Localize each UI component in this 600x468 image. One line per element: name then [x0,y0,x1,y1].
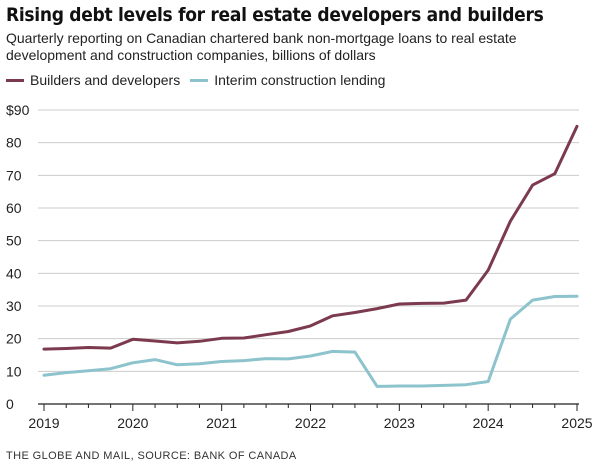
y-tick-label: 30 [6,298,22,314]
x-tick-label: 2024 [473,415,504,431]
x-tick-label: 2020 [117,415,148,431]
x-tick-label: 2021 [206,415,237,431]
y-tick-label: 60 [6,200,22,216]
y-tick-label: 40 [6,265,22,281]
source-credit: THE GLOBE AND MAIL, SOURCE: BANK OF CANA… [6,450,297,462]
y-tick-label: 50 [6,233,22,249]
y-tick-label: 80 [6,135,22,151]
x-tick-label: 2023 [384,415,415,431]
legend-swatch-builders [6,78,24,82]
legend-item-interim: Interim construction lending [190,72,385,88]
chart-title: Rising debt levels for real estate devel… [6,4,544,26]
y-tick-label: 20 [6,331,22,347]
legend-label-builders: Builders and developers [30,72,181,88]
legend-swatch-interim [190,78,209,82]
x-tick-label: 2025 [561,415,592,431]
y-tick-label: 0 [6,396,14,412]
chart-legend: Builders and developers Interim construc… [6,72,395,88]
legend-item-builders: Builders and developers [6,72,180,88]
series-line-interim [42,294,579,388]
y-tick-label: 70 [6,167,22,183]
x-tick-label: 2022 [295,415,326,431]
y-tick-label: 10 [6,363,22,379]
legend-label-interim: Interim construction lending [214,72,386,88]
x-tick-label: 2019 [28,415,59,431]
y-tick-label: $90 [6,102,30,118]
chart-subtitle: Quarterly reporting on Canadian chartere… [6,30,517,63]
series-line-builders [42,124,579,351]
